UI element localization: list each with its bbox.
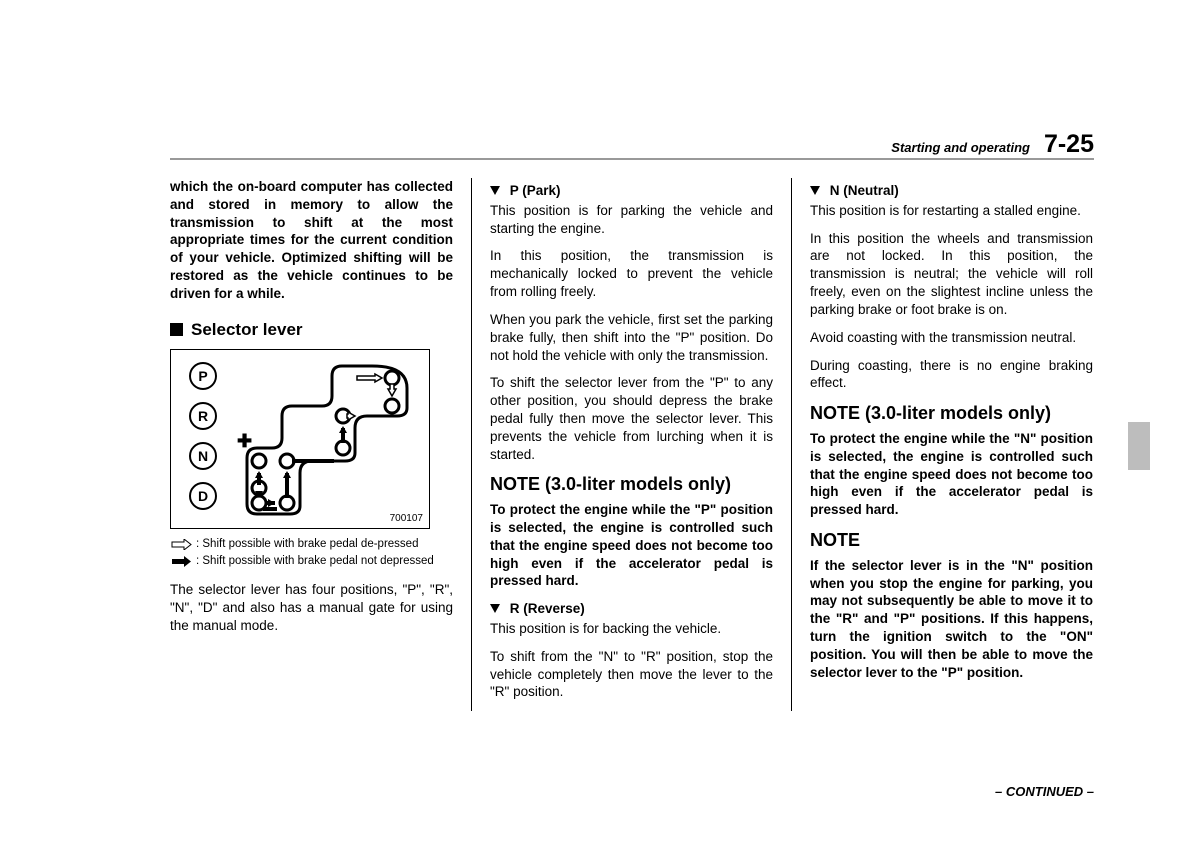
continued-marker: – CONTINUED – — [995, 784, 1094, 799]
minus-icon — [263, 507, 277, 511]
diagram-number: 700107 — [390, 512, 423, 525]
neutral-p4: During coasting, there is no engine brak… — [810, 357, 1093, 393]
note1-text: To protect the engine while the "P" posi… — [490, 501, 773, 590]
triangle-bullet-icon — [810, 186, 820, 195]
note3-text: If the selector lever is in the "N" posi… — [810, 557, 1093, 682]
reverse-heading: R (Reverse) — [490, 600, 773, 618]
gear-labels: P R N D — [189, 362, 217, 510]
selector-lever-title: Selector lever — [191, 319, 303, 341]
column-1: which the on-board computer has collecte… — [170, 178, 472, 711]
neutral-p3: Avoid coasting with the transmission neu… — [810, 329, 1093, 347]
selector-lever-diagram: P R N D — [170, 349, 430, 529]
neutral-title: N (Neutral) — [830, 183, 899, 198]
content-columns: which the on-board computer has collecte… — [170, 178, 1094, 711]
section-name: Starting and operating — [891, 140, 1030, 155]
legend-text-2: : Shift possible with brake pedal not de… — [196, 554, 434, 569]
note2-title: NOTE (3.0-liter models only) — [810, 402, 1093, 426]
reverse-title: R (Reverse) — [510, 601, 585, 616]
page-number: 7-25 — [1044, 130, 1094, 159]
gear-r: R — [189, 402, 217, 430]
selector-lever-heading: Selector lever — [170, 319, 453, 341]
note1-title: NOTE (3.0-liter models only) — [490, 473, 773, 497]
outline-arrow-icon — [170, 539, 192, 550]
diagram-legend: : Shift possible with brake pedal de-pre… — [170, 537, 453, 569]
gear-p: P — [189, 362, 217, 390]
solid-arrow-icon — [170, 556, 192, 567]
park-title: P (Park) — [510, 183, 561, 198]
page-header: Starting and operating 7-25 — [891, 130, 1094, 159]
triangle-bullet-icon — [490, 186, 500, 195]
plus-icon: ✚ — [237, 430, 252, 454]
thumb-tab — [1128, 422, 1150, 470]
gear-n: N — [189, 442, 217, 470]
park-p1: This position is for parking the vehicle… — [490, 202, 773, 238]
triangle-bullet-icon — [490, 604, 500, 613]
note3-title: NOTE — [810, 529, 1093, 553]
neutral-heading: N (Neutral) — [810, 182, 1093, 200]
park-p3: When you park the vehicle, first set the… — [490, 311, 773, 364]
legend-text-1: : Shift possible with brake pedal de-pre… — [196, 537, 418, 552]
shift-pattern-icon — [227, 358, 422, 518]
note2-text: To protect the engine while the "N" posi… — [810, 430, 1093, 519]
selector-description: The selector lever has four positions, "… — [170, 581, 453, 634]
legend-row-2: : Shift possible with brake pedal not de… — [170, 554, 453, 569]
neutral-p1: This position is for restarting a stalle… — [810, 202, 1093, 220]
neutral-p2: In this position the wheels and transmis… — [810, 230, 1093, 319]
reverse-p1: This position is for backing the vehicle… — [490, 620, 773, 638]
park-p4: To shift the selector lever from the "P"… — [490, 374, 773, 463]
square-bullet-icon — [170, 323, 183, 336]
manual-page: Starting and operating 7-25 which the on… — [0, 0, 1200, 863]
gear-d: D — [189, 482, 217, 510]
reverse-p2: To shift from the "N" to "R" position, s… — [490, 648, 773, 701]
column-2: P (Park) This position is for parking th… — [472, 178, 792, 711]
legend-row-1: : Shift possible with brake pedal de-pre… — [170, 537, 453, 552]
column-3: N (Neutral) This position is for restart… — [792, 178, 1093, 711]
park-heading: P (Park) — [490, 182, 773, 200]
intro-text: which the on-board computer has collecte… — [170, 178, 453, 303]
header-rule — [170, 158, 1094, 160]
park-p2: In this position, the transmission is me… — [490, 247, 773, 300]
